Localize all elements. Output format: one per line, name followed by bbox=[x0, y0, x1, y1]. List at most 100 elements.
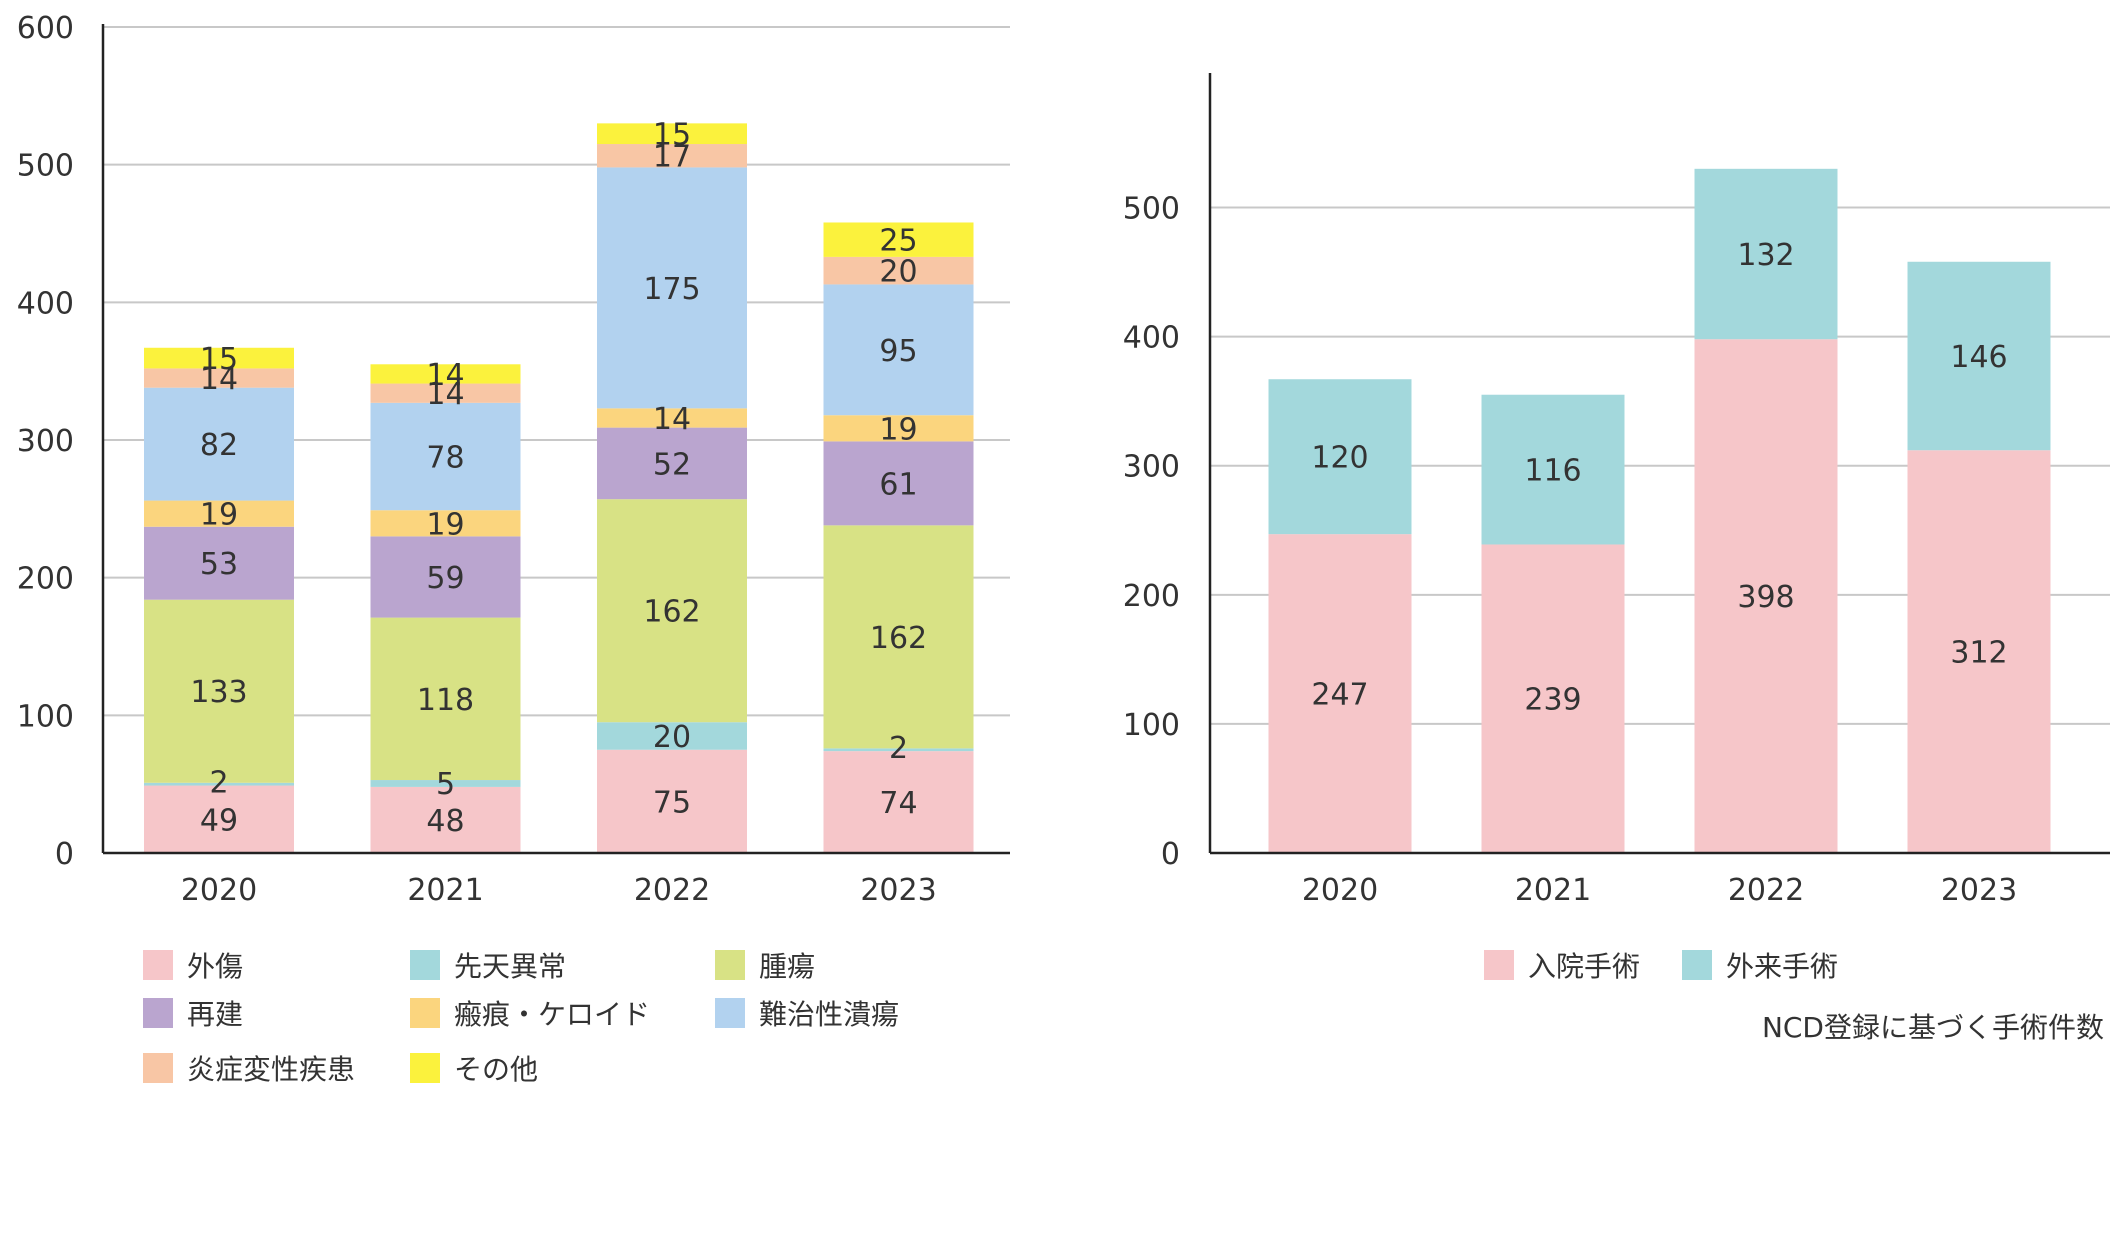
data-label: 78 bbox=[426, 441, 464, 476]
data-label: 2 bbox=[889, 731, 908, 766]
data-label: 175 bbox=[643, 272, 700, 307]
data-label: 14 bbox=[200, 362, 238, 397]
legend-label: 瘢痕・ケロイド bbox=[454, 998, 650, 1031]
data-label: 398 bbox=[1737, 580, 1794, 615]
legend-label: 腫瘍 bbox=[759, 950, 815, 983]
data-label: 49 bbox=[200, 803, 238, 838]
data-label: 25 bbox=[879, 224, 917, 259]
x-tick-label: 2020 bbox=[1302, 873, 1378, 908]
data-label: 20 bbox=[653, 720, 691, 755]
bar-segment bbox=[370, 383, 521, 403]
data-label: 48 bbox=[426, 804, 464, 839]
data-label: 17 bbox=[653, 140, 691, 175]
y-tick-label: 500 bbox=[1123, 192, 1180, 227]
bar-segment bbox=[597, 167, 747, 409]
legend-swatch bbox=[715, 998, 745, 1028]
data-label: 312 bbox=[1950, 636, 2007, 671]
data-label: 74 bbox=[879, 786, 917, 821]
legend-swatch bbox=[410, 950, 440, 980]
bar-segment bbox=[144, 785, 294, 853]
bar-segment bbox=[144, 599, 294, 783]
bar-segment bbox=[1268, 534, 1412, 853]
y-tick-label: 500 bbox=[17, 149, 74, 184]
bar-segment bbox=[144, 347, 294, 369]
data-label: 133 bbox=[190, 675, 247, 710]
bar-segment bbox=[823, 751, 974, 853]
legend-label: 外傷 bbox=[187, 950, 243, 983]
bar-segment bbox=[1907, 450, 2051, 853]
bar-segment bbox=[144, 500, 294, 527]
bar-segment bbox=[823, 222, 974, 257]
bar-segment bbox=[597, 499, 747, 723]
data-label: 162 bbox=[643, 595, 700, 630]
data-label: 95 bbox=[879, 334, 917, 369]
bar-segment bbox=[370, 786, 521, 853]
bar-segment bbox=[823, 441, 974, 526]
legend-swatch bbox=[410, 998, 440, 1028]
x-tick-label: 2021 bbox=[407, 873, 483, 908]
data-label: 2 bbox=[209, 766, 228, 801]
data-label: 132 bbox=[1737, 238, 1794, 273]
legend-label: その他 bbox=[454, 1053, 538, 1086]
y-tick-label: 600 bbox=[17, 11, 74, 46]
data-label: 116 bbox=[1524, 454, 1581, 489]
legend-swatch bbox=[715, 950, 745, 980]
bar-segment bbox=[597, 722, 747, 750]
bar-segment bbox=[597, 123, 747, 145]
y-tick-label: 400 bbox=[1123, 321, 1180, 356]
bar-segment bbox=[597, 408, 747, 428]
bar-segment bbox=[597, 144, 747, 168]
y-tick-label: 0 bbox=[1161, 837, 1180, 872]
data-label: 15 bbox=[200, 342, 238, 377]
legend-label: 再建 bbox=[187, 998, 243, 1031]
bar-segment bbox=[1907, 261, 2051, 451]
bar-segment bbox=[370, 510, 521, 537]
bar-segment bbox=[823, 415, 974, 442]
data-label: 118 bbox=[417, 683, 474, 718]
bar-segment bbox=[1481, 544, 1625, 853]
x-tick-label: 2020 bbox=[181, 873, 257, 908]
bar-segment bbox=[823, 525, 974, 749]
bar-segment bbox=[823, 256, 974, 285]
y-tick-label: 100 bbox=[1123, 708, 1180, 743]
bar-segment bbox=[1268, 379, 1412, 535]
data-label: 5 bbox=[436, 767, 455, 802]
legend-swatch bbox=[410, 1053, 440, 1083]
x-tick-label: 2023 bbox=[1941, 873, 2017, 908]
bar-segment bbox=[370, 364, 521, 384]
data-label: 162 bbox=[870, 621, 927, 656]
y-tick-label: 100 bbox=[17, 699, 74, 734]
data-label: 82 bbox=[200, 428, 238, 463]
legend-swatch bbox=[143, 950, 173, 980]
data-label: 53 bbox=[200, 547, 238, 582]
data-label: 20 bbox=[879, 255, 917, 290]
x-tick-label: 2023 bbox=[860, 873, 936, 908]
bar-segment bbox=[1694, 339, 1838, 854]
bar-segment bbox=[144, 368, 294, 388]
data-label: 239 bbox=[1524, 683, 1581, 718]
bar-segment bbox=[370, 536, 521, 618]
data-label: 75 bbox=[653, 785, 691, 820]
data-label: 19 bbox=[200, 498, 238, 533]
y-tick-label: 300 bbox=[17, 424, 74, 459]
data-label: 15 bbox=[653, 118, 691, 153]
legend-swatch bbox=[143, 998, 173, 1028]
legend-swatch bbox=[1484, 950, 1514, 980]
x-tick-label: 2021 bbox=[1515, 873, 1591, 908]
y-tick-label: 300 bbox=[1123, 450, 1180, 485]
data-label: 146 bbox=[1950, 340, 2007, 375]
data-label: 19 bbox=[879, 412, 917, 447]
data-label: 19 bbox=[426, 507, 464, 542]
data-label: 14 bbox=[426, 358, 464, 393]
right-stacked-bar-chart: 0 100 200 300 400 500 247 120 2020 239 116 2021 398 1… bbox=[1123, 73, 2110, 983]
y-tick-label: 400 bbox=[17, 286, 74, 321]
legend-label: 入院手術 bbox=[1528, 950, 1640, 983]
bar-segment bbox=[597, 749, 747, 853]
bar-segment bbox=[144, 782, 294, 786]
y-tick-label: 200 bbox=[1123, 579, 1180, 614]
legend-swatch bbox=[1682, 950, 1712, 980]
legend-label: 先天異常 bbox=[454, 950, 566, 983]
data-label: 14 bbox=[653, 402, 691, 437]
bar-segment bbox=[370, 617, 521, 781]
